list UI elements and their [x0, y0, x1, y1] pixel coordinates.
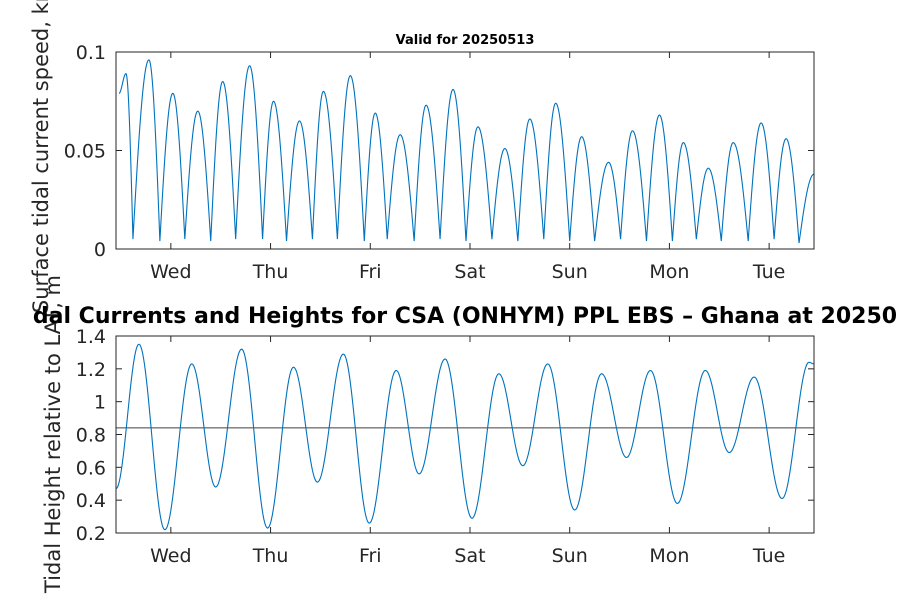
height-ytick-label: 0.8: [76, 425, 106, 447]
height-xtick-label: Fri: [359, 545, 382, 567]
height-xtick-label: Tue: [752, 545, 785, 567]
height-ytick-label: 1.2: [76, 359, 106, 381]
current-xtick-label: Sat: [454, 261, 485, 283]
height-ytick-label: 0.2: [76, 523, 106, 545]
current-chart-title: Valid for 20250513: [396, 33, 535, 48]
height-chart-title: dal Currents and Heights for CSA (ONHYM)…: [33, 304, 897, 329]
height-ytick-label: 1: [94, 392, 106, 414]
current-xtick-label: Tue: [752, 261, 785, 283]
current-speed-chart: Valid for 20250513 0 0.05 0.1 Wed Thu Fri Sat…: [29, 0, 815, 313]
tidal-height-chart: 0.2 0.4 0.6 0.8 1 1.2 1.4 Wed Thu Fri Sat Sun Mon Tu…: [33, 275, 897, 594]
current-ytick-label: 0: [94, 239, 106, 261]
height-ytick-label: 0.4: [76, 490, 106, 512]
current-xtick-label: Fri: [359, 261, 382, 283]
current-ytick-label: 0.1: [76, 42, 106, 64]
current-xtick-label: Sun: [552, 261, 588, 283]
height-xtick-label: Sun: [552, 545, 588, 567]
tidal-height-series-line: [115, 343, 815, 531]
height-xtick-label: Mon: [649, 545, 689, 567]
current-speed-series-line: [118, 59, 815, 244]
current-chart-axes-box: [115, 51, 815, 250]
current-chart-ylabel: Surface tidal current speed, kn: [29, 0, 53, 313]
height-chart-ylabel: Tidal Height relative to LAT, m: [41, 275, 65, 594]
height-xtick-label: Thu: [252, 545, 289, 567]
current-ytick-label: 0.05: [64, 141, 106, 163]
current-xtick-label: Wed: [150, 261, 191, 283]
current-xtick-label: Thu: [252, 261, 289, 283]
height-xtick-label: Wed: [150, 545, 191, 567]
height-ytick-label: 1.4: [76, 326, 106, 348]
current-xtick-label: Mon: [649, 261, 689, 283]
height-xtick-label: Sat: [454, 545, 485, 567]
height-ytick-label: 0.6: [76, 457, 106, 479]
height-chart-axes-box: [115, 335, 815, 534]
